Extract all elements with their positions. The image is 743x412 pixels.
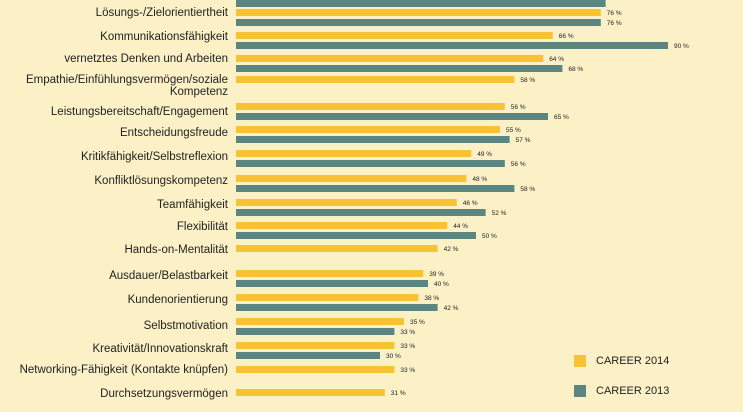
- legend: CAREER 2014 CAREER 2013: [574, 352, 734, 412]
- bar-2013-kundenorientierung: [236, 304, 438, 311]
- bar-2014-hands-on-mentalitaet: [236, 245, 438, 252]
- value-label-2014-ausdauer-belastbarkeit: 39 %: [429, 271, 444, 278]
- value-label-2014-flexibilitaet: 44 %: [453, 223, 468, 230]
- value-label-2014-loesungs-zielorientiertheit: 76 %: [607, 10, 622, 17]
- bar-2013-kritikfaehigkeit-selbstreflexion: [236, 160, 505, 167]
- bar-2013-selbstmotivation: [236, 328, 395, 335]
- value-label-2014-hands-on-mentalitaet: 42 %: [444, 246, 459, 253]
- value-label-2014-selbstmotivation: 35 %: [410, 319, 425, 326]
- value-label-2013-vernetztes-denken-und-arbeiten: 68 %: [568, 66, 583, 73]
- category-labels-group: Lösungs-/Zielorientiertheit Kommunikation…: [20, 7, 229, 400]
- bar-2014-empathie-einfuehlungsvermoegen-soziale-kompetenz: [236, 76, 515, 83]
- bar-2014-selbstmotivation: [236, 318, 404, 325]
- bar-2014-konfliktloesungskompetenz: [236, 175, 467, 182]
- bar-2014-kritikfaehigkeit-selbstreflexion: [236, 150, 472, 157]
- legend-item-2014: CAREER 2014: [574, 352, 734, 370]
- value-label-2013-ausdauer-belastbarkeit: 40 %: [434, 281, 449, 288]
- bar-2013-vernetztes-denken-und-arbeiten: [236, 65, 563, 72]
- chart-root: 76 % 76 % 66 % 90 % 64 % 68 % 58 % 56 % 65 % 55 %…: [20, 0, 689, 400]
- category-label-hands-on-mentalitaet: Hands-on-Mentalität: [124, 244, 228, 256]
- value-label-2013-kreativitaet-innovationskraft: 30 %: [386, 353, 401, 360]
- value-label-2013-entscheidungsfreude: 57 %: [516, 137, 531, 144]
- category-label-kritikfaehigkeit-selbstreflexion: Kritikfähigkeit/Selbstreflexion: [81, 151, 228, 163]
- bar-2014-teamfaehigkeit: [236, 199, 457, 206]
- bars-group: [236, 0, 668, 396]
- category-label-vernetztes-denken-und-arbeiten: vernetztes Denken und Arbeiten: [64, 53, 228, 65]
- bar-2014-vernetztes-denken-und-arbeiten: [236, 55, 544, 62]
- bar-2014-durchsetzungsvermoegen: [236, 389, 385, 396]
- category-label-kreativitaet-innovationskraft: Kreativität/Innovationskraft: [92, 343, 228, 355]
- bar-chart: 76 % 76 % 66 % 90 % 64 % 68 % 58 % 56 % 65 % 55 %…: [20, 0, 689, 400]
- value-label-2013-kritikfaehigkeit-selbstreflexion: 56 %: [511, 161, 526, 168]
- bar-2014-leistungsbereitschaft-engagement: [236, 103, 505, 110]
- legend-item-2013: CAREER 2013: [574, 382, 734, 400]
- bar-2014-flexibilitaet: [236, 222, 448, 229]
- legend-swatch-2013: [574, 385, 586, 397]
- category-label-entscheidungsfreude: Entscheidungsfreude: [120, 127, 228, 139]
- bar-2013-leistungsbereitschaft-engagement: [236, 113, 548, 120]
- value-label-2013-selbstmotivation: 33 %: [400, 329, 415, 336]
- value-label-2014-teamfaehigkeit: 46 %: [463, 200, 478, 207]
- bar-2013-ausdauer-belastbarkeit: [236, 280, 428, 287]
- bar-2014-kreativitaet-innovationskraft: [236, 342, 395, 349]
- bar-2014-kundenorientierung: [236, 294, 419, 301]
- category-label-konfliktloesungskompetenz: Konfliktlösungskompetenz: [94, 175, 228, 187]
- bar-2013-konfliktloesungskompetenz: [236, 185, 515, 192]
- value-label-2014-kundenorientierung: 38 %: [424, 295, 439, 302]
- legend-label-2014: CAREER 2014: [596, 355, 670, 367]
- value-label-2013-kundenorientierung: 42 %: [444, 305, 459, 312]
- bar-2013-kreativitaet-innovationskraft: [236, 352, 380, 359]
- category-label-ausdauer-belastbarkeit: Ausdauer/Belastbarkeit: [109, 270, 229, 282]
- legend-swatch-2014: [574, 355, 586, 367]
- value-label-2014-empathie-einfuehlungsvermoegen-soziale-kompetenz: 58 %: [520, 77, 535, 84]
- bar-2013-teamfaehigkeit: [236, 209, 486, 216]
- value-label-2013-leistungsbereitschaft-engagement: 65 %: [554, 114, 569, 121]
- value-label-2014-entscheidungsfreude: 55 %: [506, 127, 521, 134]
- value-label-2014-kreativitaet-innovationskraft: 33 %: [400, 343, 415, 350]
- bar-2014-networking-faehigkeit-kontakte-knuepfen: [236, 366, 395, 373]
- category-label-kommunikationsfaehigkeit: Kommunikationsfähigkeit: [100, 31, 229, 43]
- value-label-2013-konfliktloesungskompetenz: 58 %: [520, 186, 535, 193]
- category-label-loesungs-zielorientiertheit: Lösungs-/Zielorientiertheit: [96, 7, 229, 19]
- bar-2013-flexibilitaet: [236, 232, 476, 239]
- value-label-2014-durchsetzungsvermoegen: 31 %: [391, 390, 406, 397]
- value-label-2013-kommunikationsfaehigkeit: 90 %: [674, 43, 689, 50]
- bar-2013-entscheidungsfreude: [236, 136, 510, 143]
- value-label-2014-konfliktloesungskompetenz: 48 %: [472, 176, 487, 183]
- category-label-networking-faehigkeit-kontakte-knuepfen: Networking-Fähigkeit (Kontakte knüpfen): [20, 364, 229, 376]
- category-label-durchsetzungsvermoegen: Durchsetzungsvermögen: [100, 388, 228, 400]
- bar-2013-item: [236, 0, 606, 7]
- value-label-2013-flexibilitaet: 50 %: [482, 233, 497, 240]
- value-label-2013-loesungs-zielorientiertheit: 76 %: [607, 20, 622, 27]
- bar-2014-ausdauer-belastbarkeit: [236, 270, 424, 277]
- bar-2014-kommunikationsfaehigkeit: [236, 32, 553, 39]
- category-label-selbstmotivation: Selbstmotivation: [144, 320, 228, 332]
- value-labels-group: 76 % 76 % 66 % 90 % 64 % 68 % 58 % 56 % 65 % 55 %…: [386, 10, 689, 397]
- value-label-2014-kommunikationsfaehigkeit: 66 %: [559, 33, 574, 40]
- category-label-flexibilitaet: Flexibilität: [177, 221, 229, 233]
- category-label-kundenorientierung: Kundenorientierung: [128, 294, 228, 306]
- legend-label-2013: CAREER 2013: [596, 385, 670, 397]
- value-label-2013-teamfaehigkeit: 52 %: [492, 210, 507, 217]
- value-label-2014-leistungsbereitschaft-engagement: 56 %: [511, 104, 526, 111]
- bar-2014-loesungs-zielorientiertheit: [236, 9, 601, 16]
- bar-2013-loesungs-zielorientiertheit: [236, 19, 601, 26]
- category-label-teamfaehigkeit: Teamfähigkeit: [157, 199, 229, 211]
- category-label-leistungsbereitschaft-engagement: Leistungsbereitschaft/Engagement: [51, 106, 229, 118]
- value-label-2014-kritikfaehigkeit-selbstreflexion: 49 %: [477, 151, 492, 158]
- value-label-2014-vernetztes-denken-und-arbeiten: 64 %: [549, 56, 564, 63]
- category-label-empathie-einfuehlungsvermoegen-soziale-kompetenz: Empathie/Einfühlungsvermögen/soziale Komp…: [26, 74, 228, 98]
- value-label-2014-networking-faehigkeit-kontakte-knuepfen: 33 %: [400, 367, 415, 374]
- bar-2013-kommunikationsfaehigkeit: [236, 42, 668, 49]
- bar-2014-entscheidungsfreude: [236, 126, 500, 133]
